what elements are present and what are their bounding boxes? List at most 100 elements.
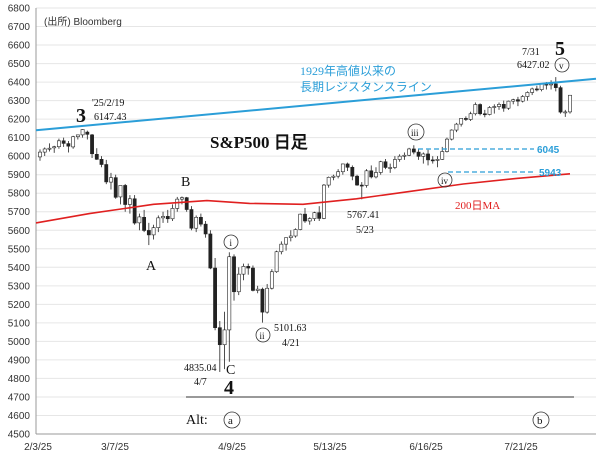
candle-body xyxy=(516,99,520,102)
candle-body xyxy=(383,161,388,168)
candle-body xyxy=(563,111,568,114)
candle-body xyxy=(104,164,109,183)
candle xyxy=(355,174,359,186)
source-label: (出所) Bloomberg xyxy=(44,15,122,28)
candle xyxy=(459,118,464,127)
candle-body xyxy=(369,170,374,178)
high-2-value: 6427.02 xyxy=(517,60,550,71)
candle xyxy=(525,91,530,101)
candle-body xyxy=(553,83,558,88)
candle-body xyxy=(454,123,459,131)
y-tick-label: 6800 xyxy=(8,4,31,15)
candle xyxy=(42,147,47,156)
candle-body xyxy=(359,184,364,187)
candle xyxy=(260,287,265,323)
y-tick-label: 4800 xyxy=(8,374,31,385)
candle xyxy=(449,129,454,141)
candle xyxy=(298,213,303,231)
candle xyxy=(151,224,156,240)
alt-b-label: b xyxy=(537,415,543,427)
candle xyxy=(269,269,274,290)
low-1-value: 4835.04 xyxy=(184,363,217,374)
wave-4-label: 4 xyxy=(224,377,234,399)
candle xyxy=(137,213,142,231)
candle-body xyxy=(298,213,303,230)
candle-body xyxy=(397,155,402,160)
candle-body xyxy=(227,256,232,331)
candle xyxy=(374,167,378,179)
candle-body xyxy=(109,177,113,183)
candle xyxy=(236,267,241,296)
candle-body xyxy=(128,198,132,205)
candle xyxy=(549,80,553,90)
candle-body xyxy=(269,271,274,289)
high-1-value: 6147.43 xyxy=(94,112,127,123)
y-tick-label: 4700 xyxy=(8,392,31,403)
wave-i-label: i xyxy=(230,238,233,248)
candle-body xyxy=(52,146,57,149)
candle xyxy=(402,152,407,160)
x-tick-label: 5/13/25 xyxy=(313,442,347,453)
candle xyxy=(307,217,312,225)
candle xyxy=(132,195,137,225)
candle xyxy=(142,209,147,233)
candle-body xyxy=(260,288,265,313)
candle-body xyxy=(539,83,544,90)
candle xyxy=(369,165,374,179)
candle-body xyxy=(217,327,222,346)
x-tick-label: 2/3/25 xyxy=(24,442,52,453)
candle-body xyxy=(303,213,307,222)
candle xyxy=(175,196,180,212)
candle-body xyxy=(340,163,345,173)
candle-body xyxy=(530,88,535,93)
candle xyxy=(80,128,85,138)
candle xyxy=(378,160,383,175)
candle-body xyxy=(326,176,331,186)
x-tick-label: 6/16/25 xyxy=(409,442,443,453)
candle-body xyxy=(66,143,71,147)
candle xyxy=(383,158,388,170)
candle xyxy=(511,98,516,105)
y-tick-label: 6600 xyxy=(8,41,31,52)
x-tick-label: 4/9/25 xyxy=(218,442,246,453)
candle xyxy=(274,250,279,273)
candle-body xyxy=(374,172,378,178)
candle-body xyxy=(71,136,76,148)
candle-body xyxy=(180,197,184,200)
candle-body xyxy=(411,148,416,153)
candle-body xyxy=(336,171,341,177)
candle xyxy=(364,169,369,188)
ma200-label: 200日MA xyxy=(455,200,500,212)
candle xyxy=(416,148,421,160)
candle-body xyxy=(364,170,369,186)
candle-body xyxy=(350,166,355,177)
wave-iii-marker xyxy=(407,123,425,141)
candle-body xyxy=(94,154,99,160)
candle-body xyxy=(355,175,359,186)
candle-body xyxy=(407,148,412,156)
candle-body xyxy=(492,106,497,108)
candle xyxy=(217,321,222,372)
candle-body xyxy=(90,134,94,155)
candle xyxy=(473,102,478,116)
candle xyxy=(288,230,293,242)
candle-body xyxy=(75,134,80,138)
candle-body xyxy=(251,267,255,291)
alt-b-marker xyxy=(532,411,550,429)
candle xyxy=(345,162,350,171)
candle-body xyxy=(284,237,288,245)
candle xyxy=(435,156,440,168)
candle-body xyxy=(520,96,525,102)
candle-body xyxy=(468,113,473,120)
wave-iv-marker xyxy=(437,172,453,188)
candle xyxy=(227,252,232,362)
candle-body xyxy=(459,118,464,125)
candle xyxy=(563,109,568,117)
candle xyxy=(146,222,151,246)
candle xyxy=(397,154,402,162)
candle xyxy=(445,137,449,153)
wave-3-label: 3 xyxy=(76,105,86,127)
candle xyxy=(359,182,364,200)
candle xyxy=(75,134,80,140)
